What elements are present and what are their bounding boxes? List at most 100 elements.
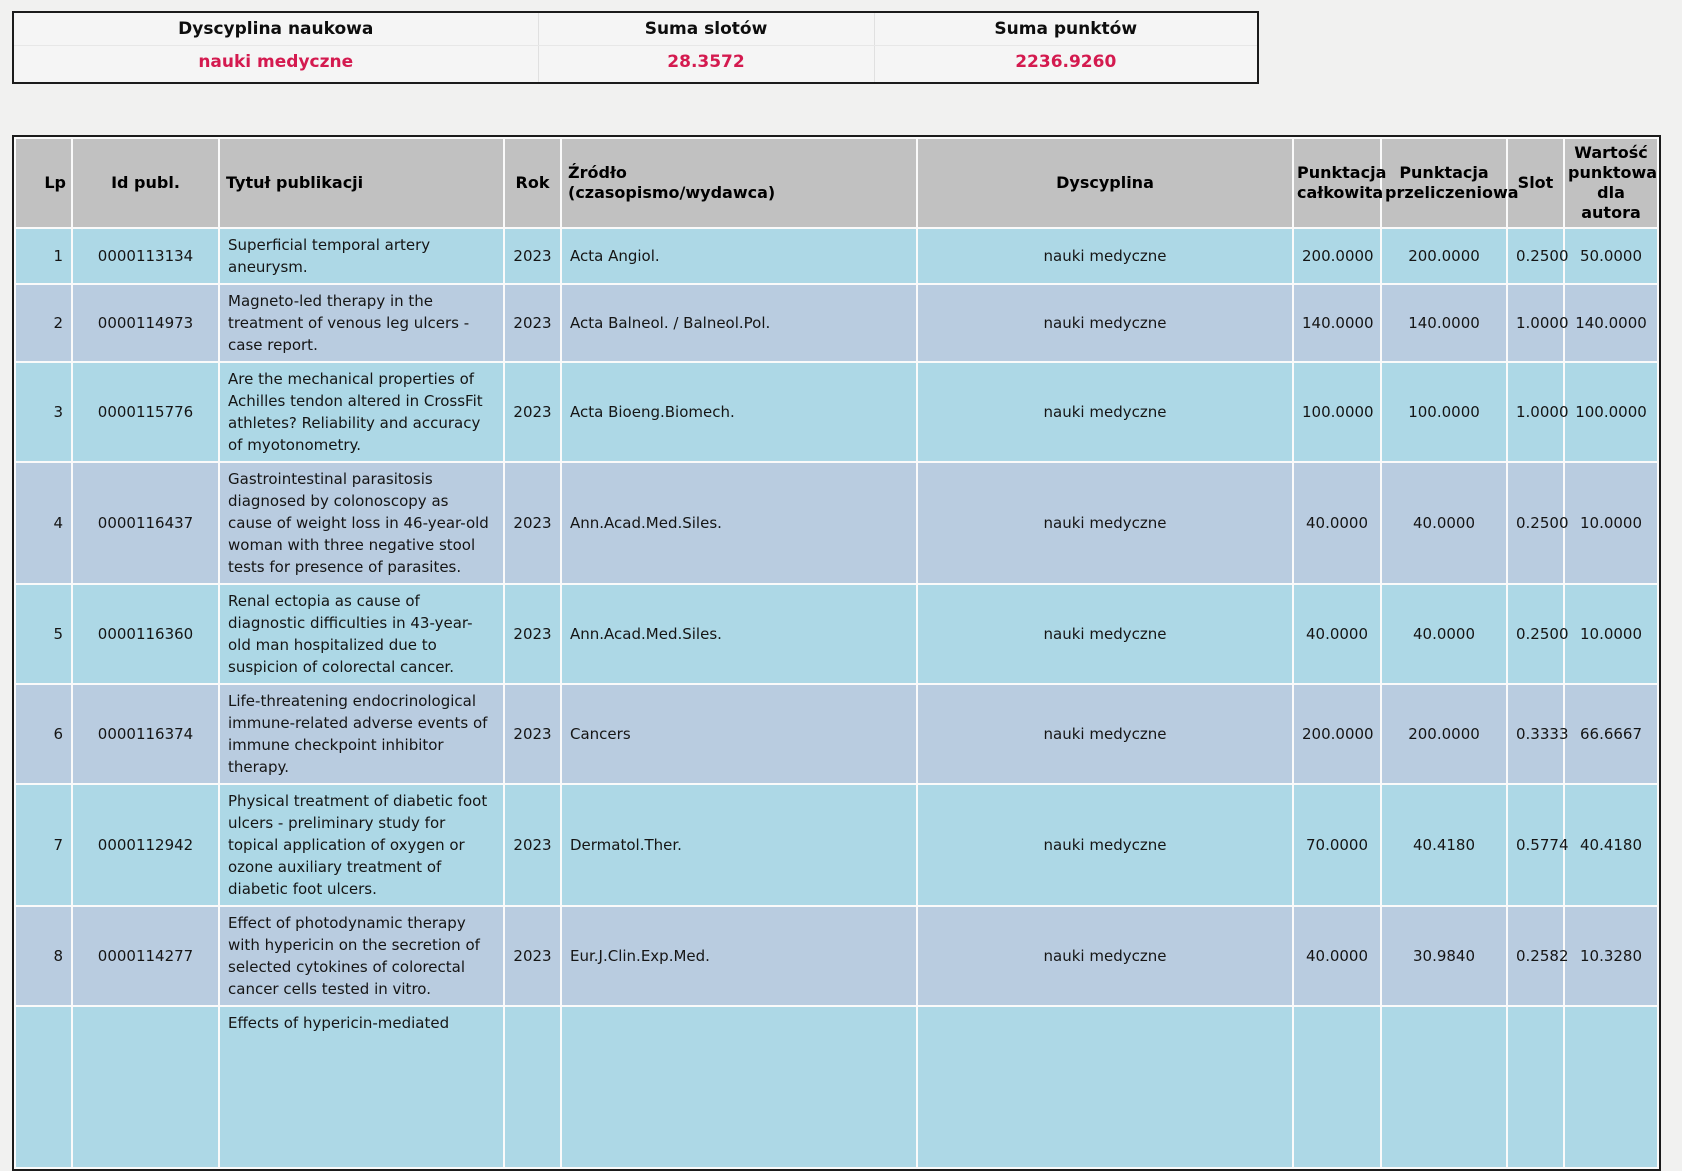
cell-year: 2023 [505,229,560,283]
cell-discipline [918,1007,1292,1167]
cell-discipline: nauki medyczne [918,585,1292,683]
header-year: Rok [505,139,560,227]
summary-value-points: 2236.9260 [873,45,1258,83]
table-row: 2 0000114973 Magneto-led therapy in the … [16,285,1657,361]
cell-publication-id: 0000114277 [73,907,218,1005]
cell-points-total: 100.0000 [1294,363,1380,461]
cell-slot: 1.0000 [1508,363,1569,461]
table-row: 7 0000112942 Physical treatment of diabe… [16,785,1657,905]
cell-title: Gastrointestinal parasitosis diagnosed b… [220,463,503,583]
cell-author-points: 50.0000 [1565,229,1657,283]
cell-points-total: 40.0000 [1294,907,1380,1005]
table-header-row: Lp Id publ. Tytuł publikacji Rok Źródło … [16,139,1657,227]
cell-points-converted: 40.0000 [1382,585,1506,683]
cell-publication-id: 0000116360 [73,585,218,683]
cell-title: Effects of hypericin-mediated [220,1007,503,1167]
cell-discipline: nauki medyczne [918,229,1292,283]
cell-publication-id: 0000116437 [73,463,218,583]
summary-value-row: nauki medyczne 28.3572 2236.9260 [13,45,1258,83]
header-title: Tytuł publikacji [220,139,503,227]
header-discipline: Dyscyplina [918,139,1292,227]
cell-year: 2023 [505,585,560,683]
cell-discipline: nauki medyczne [918,285,1292,361]
header-author-points: Wartość punktowa dla autora [1565,139,1657,227]
publications-table: Lp Id publ. Tytuł publikacji Rok Źródło … [12,135,1661,1171]
cell-author-points: 140.0000 [1565,285,1657,361]
table-row: 1 0000113134 Superficial temporal artery… [16,229,1657,283]
cell-source [562,1007,916,1167]
cell-points-converted: 40.4180 [1382,785,1506,905]
summary-value-slots: 28.3572 [537,45,874,83]
table-row: 4 0000116437 Gastrointestinal parasitosi… [16,463,1657,583]
cell-title: Effect of photodynamic therapy with hype… [220,907,503,1005]
cell-year: 2023 [505,285,560,361]
cell-year: 2023 [505,463,560,583]
cell-publication-id: 0000114973 [73,285,218,361]
cell-source: Acta Balneol. / Balneol.Pol. [562,285,916,361]
cell-points-converted: 40.0000 [1382,463,1506,583]
cell-points-converted: 200.0000 [1382,229,1506,283]
cell-points-converted: 140.0000 [1382,285,1506,361]
cell-lp: 8 [16,907,71,1005]
header-source: Źródło (czasopismo/wydawca) [562,139,916,227]
cell-slot: 0.5774 [1508,785,1569,905]
table-row: 3 0000115776 Are the mechanical properti… [16,363,1657,461]
cell-source: Ann.Acad.Med.Siles. [562,463,916,583]
cell-points-total: 200.0000 [1294,229,1380,283]
cell-slot: 0.2582 [1508,907,1569,1005]
cell-author-points: 66.6667 [1565,685,1657,783]
cell-source: Acta Bioeng.Biomech. [562,363,916,461]
summary-table: Dyscyplina naukowa Suma slotów Suma punk… [12,11,1259,84]
cell-lp: 7 [16,785,71,905]
cell-slot: 1.0000 [1508,285,1569,361]
cell-title: Physical treatment of diabetic foot ulce… [220,785,503,905]
summary-header-slots: Suma slotów [537,12,874,46]
cell-discipline: nauki medyczne [918,907,1292,1005]
cell-slot [1508,1007,1563,1167]
cell-author-points: 10.3280 [1565,907,1657,1005]
cell-points-converted: 100.0000 [1382,363,1506,461]
cell-author-points: 10.0000 [1565,463,1657,583]
cell-title: Renal ectopia as cause of diagnostic dif… [220,585,503,683]
cell-publication-id: 0000115776 [73,363,218,461]
table-row: 8 0000114277 Effect of photodynamic ther… [16,907,1657,1005]
header-slot: Slot [1508,139,1563,227]
cell-slot: 0.2500 [1508,585,1569,683]
cell-title: Magneto-led therapy in the treatment of … [220,285,503,361]
cell-slot: 0.3333 [1508,685,1569,783]
cell-lp: 4 [16,463,71,583]
header-points-converted: Punktacja przeliczeniowa [1382,139,1519,227]
cell-points-converted: 200.0000 [1382,685,1506,783]
cell-source: Acta Angiol. [562,229,916,283]
cell-points-total: 140.0000 [1294,285,1380,361]
cell-lp: 6 [16,685,71,783]
summary-value-discipline: nauki medyczne [198,52,354,72]
header-lp: Lp [16,139,71,227]
cell-publication-id: 0000113134 [73,229,218,283]
cell-discipline: nauki medyczne [918,785,1292,905]
cell-lp: 5 [16,585,71,683]
cell-lp [16,1007,71,1167]
header-publication-id: Id publ. [73,139,218,227]
cell-title: Superficial temporal artery aneurysm. [220,229,503,283]
summary-header-row: Dyscyplina naukowa Suma slotów Suma punk… [13,12,1258,46]
cell-lp: 1 [16,229,71,283]
cell-year [505,1007,560,1167]
header-points-total: Punktacja całkowita [1294,139,1386,227]
cell-discipline: nauki medyczne [918,363,1292,461]
cell-year: 2023 [505,907,560,1005]
cell-year: 2023 [505,685,560,783]
cell-publication-id: 0000116374 [73,685,218,783]
cell-author-points: 40.4180 [1565,785,1657,905]
cell-publication-id: 0000112942 [73,785,218,905]
cell-source: Eur.J.Clin.Exp.Med. [562,907,916,1005]
cell-year: 2023 [505,363,560,461]
cell-slot: 0.2500 [1508,463,1569,583]
cell-source: Cancers [562,685,916,783]
table-row: Effects of hypericin-mediated [16,1007,1657,1167]
summary-header-points: Suma punktów [873,12,1258,46]
cell-points-converted [1382,1007,1506,1167]
cell-lp: 3 [16,363,71,461]
cell-points-total: 70.0000 [1294,785,1380,905]
